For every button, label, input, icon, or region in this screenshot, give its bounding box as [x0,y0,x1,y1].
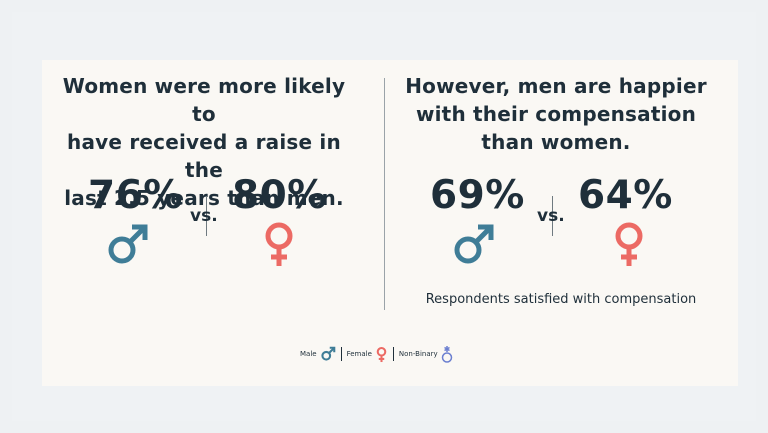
left-title-line-1: Women were more likely to [62,74,346,126]
right-vs-label: vs. [537,206,565,226]
legend-item-female: Female [347,346,388,363]
left-female-value: 80% [232,173,327,218]
male-symbol-icon [320,346,335,361]
panel-divider [384,78,385,310]
legend-nonbinary-label: Non-Binary [398,350,438,358]
left-panel-title: Women were more likely to have received … [50,72,358,212]
female-symbol-icon [265,222,293,266]
left-vs-divider [206,196,207,236]
legend: Male Female Non-Binary [300,344,490,364]
right-title-line-3: than women. [481,130,631,154]
female-symbol-icon [376,346,387,362]
right-vs-divider [552,196,553,236]
infographic-card [42,60,738,386]
male-symbol-icon [108,224,148,264]
right-title-line-1: However, men are happier [405,74,707,98]
legend-item-male: Male [300,346,336,362]
left-male-value: 76% [88,173,183,218]
male-symbol-icon [454,224,494,264]
satisfaction-caption: Respondents satisfied with compensation [425,292,697,307]
legend-female-label: Female [346,350,372,358]
legend-separator [392,347,394,361]
left-title-line-2: have received a raise in the [67,130,341,182]
legend-separator [340,347,342,361]
legend-male-label: Male [300,350,317,358]
legend-item-nonbinary: Non-Binary [399,345,453,364]
right-title-line-2: with their compensation [415,102,697,126]
left-vs-label: vs. [190,206,218,226]
right-panel-title: However, men are happier with their comp… [404,72,708,156]
nonbinary-symbol-icon [441,345,452,363]
female-symbol-icon [615,222,643,266]
right-female-value: 64% [578,173,673,218]
right-male-value: 69% [430,173,525,218]
left-title-line-3: last 2.5 years than men. [64,186,344,210]
